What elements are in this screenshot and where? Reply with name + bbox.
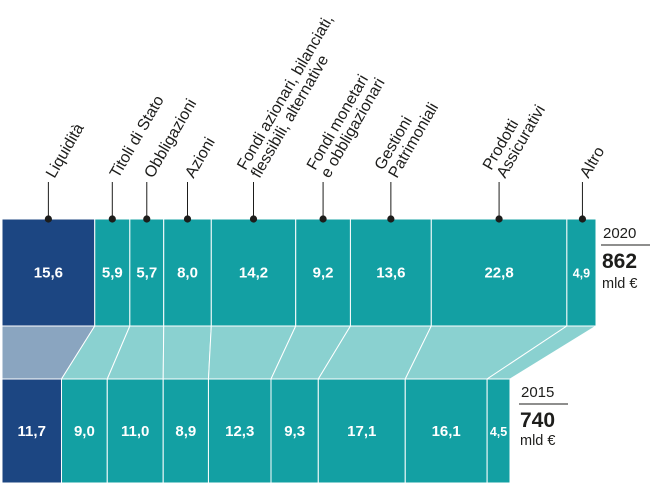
category-leaders: Liquidità Titoli di StatoObbligazioniAzio… <box>43 12 608 223</box>
leader-dot <box>495 215 503 223</box>
data-label-2020: 15,6 <box>34 265 63 282</box>
leader-dot <box>319 215 327 223</box>
bar-segment-2015 <box>1 378 62 484</box>
leader-dot <box>578 215 587 223</box>
data-label-2020: 5,9 <box>102 265 123 282</box>
category-label: GestioniPatrimoniali <box>372 92 442 181</box>
data-label-2015: 11,7 <box>18 423 46 440</box>
data-label-2015: 17,1 <box>347 423 376 440</box>
leader-dot <box>183 215 192 223</box>
data-label-2015: 12,3 <box>225 423 254 440</box>
category-label: Altro <box>577 144 608 181</box>
data-label-2020: 13,6 <box>376 265 405 282</box>
data-label-2020: 8,0 <box>177 265 198 282</box>
category-label-line: Azioni <box>182 135 219 181</box>
category-label: Azioni <box>182 135 219 181</box>
bar-segment-2020 <box>295 218 351 327</box>
category-label: ProdottiAssicurativi <box>480 94 549 181</box>
bar-segment-2015 <box>207 378 272 484</box>
leader-dot <box>44 215 52 223</box>
legend-2020: 2020 862 mld € <box>601 225 650 292</box>
data-label-2020: 5,7 <box>136 265 157 282</box>
data-label-2015: 9,0 <box>74 423 95 440</box>
bar-segment-2020 <box>430 218 568 327</box>
legend-2015: 2015 740 mld € <box>519 384 568 449</box>
data-label-2015: 11,0 <box>121 423 149 440</box>
data-label-2015: 16,1 <box>432 423 461 440</box>
bar-2020: 15,6 5,9 5,7 8,0 14,2 9,2 13,6 22,8 4,9 <box>1 218 597 327</box>
bar-segment-2015 <box>60 378 108 484</box>
total-value-2020: 862 <box>602 250 637 273</box>
bar-segment-2020 <box>129 218 165 327</box>
bar-segment-2020 <box>210 218 297 327</box>
data-label-2015: 9,3 <box>284 423 305 440</box>
leader-dot <box>387 215 395 223</box>
category-label: Liquidità <box>43 121 88 181</box>
data-label-2015: 8,9 <box>175 423 196 440</box>
connector-segment <box>162 325 212 380</box>
data-label-2020: 14,2 <box>239 265 268 282</box>
year-label-2020: 2020 <box>603 225 636 242</box>
bar-segment-2020 <box>349 218 432 327</box>
bar-2015: 11,7 9,0 11,0 8,9 12,3 9,3 17,1 16,1 4,5 <box>1 378 511 484</box>
bar-segment-2020 <box>94 218 131 327</box>
leader-dot <box>143 215 151 223</box>
leader-dot <box>108 215 116 223</box>
data-label-2020: 9,2 <box>313 265 334 282</box>
data-label-2015: 4,5 <box>490 425 507 439</box>
total-unit-2015: mld € <box>520 433 555 449</box>
bar-segment-2015 <box>486 378 511 484</box>
total-unit-2020: mld € <box>602 276 637 292</box>
leader-dot <box>249 215 258 223</box>
bar-segment-2020 <box>163 218 212 327</box>
year-label-2015: 2015 <box>521 384 554 401</box>
data-label-2020: 22,8 <box>484 265 513 282</box>
total-value-2015: 740 <box>520 409 555 432</box>
bar-segment-2015 <box>270 378 319 484</box>
data-label-2020: 4,9 <box>573 267 590 281</box>
category-label-line: Liquidità <box>43 121 88 181</box>
category-label-line: Altro <box>577 144 608 181</box>
connector-band <box>1 325 598 380</box>
